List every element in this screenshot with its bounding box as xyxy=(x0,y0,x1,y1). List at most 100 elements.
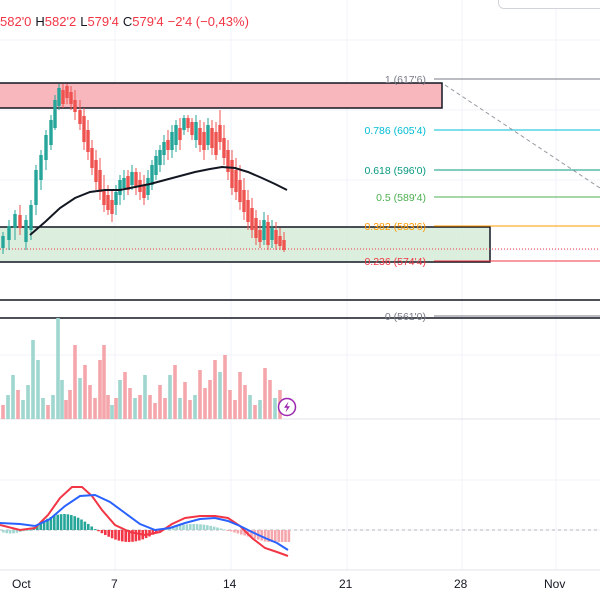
macd-bar xyxy=(226,530,229,531)
candle[interactable] xyxy=(194,115,197,148)
candle[interactable] xyxy=(49,115,52,150)
trend-line-dashed[interactable] xyxy=(445,85,600,188)
macd-bar xyxy=(87,524,90,530)
volume-bars[interactable] xyxy=(1,318,282,419)
volume-bar xyxy=(203,388,207,419)
macd-bar xyxy=(216,528,219,530)
volume-bar xyxy=(193,395,197,419)
volume-bar xyxy=(93,398,97,419)
lightning-icon[interactable] xyxy=(279,399,296,416)
volume-bar xyxy=(163,398,167,419)
candle[interactable] xyxy=(90,140,93,175)
candle[interactable] xyxy=(210,120,213,155)
candle[interactable] xyxy=(226,140,229,180)
macd-bar xyxy=(124,530,127,542)
candle[interactable] xyxy=(206,118,209,150)
candle[interactable] xyxy=(122,170,125,200)
volume-bar xyxy=(213,360,217,419)
candle[interactable] xyxy=(266,215,269,250)
macd-line[interactable] xyxy=(0,495,288,550)
candle[interactable] xyxy=(170,125,173,158)
macd-bar xyxy=(70,515,73,530)
ohlc-high: 582'2 xyxy=(45,14,76,29)
candle[interactable] xyxy=(190,118,193,140)
candle[interactable] xyxy=(182,115,185,135)
volume-bar xyxy=(243,385,247,419)
candle[interactable] xyxy=(154,150,157,180)
macd-bar xyxy=(189,524,192,530)
candle[interactable] xyxy=(102,175,105,212)
x-label-28: 28 xyxy=(454,577,468,591)
candle[interactable] xyxy=(214,122,217,160)
volume-bar xyxy=(68,390,72,419)
ohlc-change: −2'4 (−0,43%) xyxy=(168,14,249,29)
macd-bar xyxy=(203,525,206,530)
volume-bar xyxy=(6,395,10,419)
macd-bar xyxy=(138,530,141,540)
candle[interactable] xyxy=(222,125,225,165)
candle[interactable] xyxy=(44,130,47,170)
candle[interactable] xyxy=(202,122,205,160)
candle[interactable] xyxy=(218,110,221,150)
volume-bar xyxy=(41,398,45,419)
volume-bar xyxy=(26,385,30,419)
candle[interactable] xyxy=(86,120,89,160)
fibonacci-lines[interactable]: 1 (617'6) 0.786 (605'4) 0.618 (596'0) 0.5 (… xyxy=(364,74,600,323)
volume-bar xyxy=(188,400,192,419)
candle[interactable] xyxy=(82,108,85,150)
candle[interactable] xyxy=(234,158,237,200)
volume-bar xyxy=(153,403,157,419)
candle[interactable] xyxy=(178,118,181,150)
ohlc-close-key: C xyxy=(123,14,132,29)
macd-bar xyxy=(264,530,267,542)
macd-bar xyxy=(118,530,121,541)
candle[interactable] xyxy=(134,168,137,195)
volume-bar xyxy=(128,388,132,419)
volume-bar xyxy=(11,375,15,419)
ohlc-high-key: H xyxy=(35,14,44,29)
top-toolbar-tab[interactable] xyxy=(498,0,600,9)
macd-bar xyxy=(121,530,124,541)
macd-bar xyxy=(230,530,233,531)
x-axis[interactable]: Oct 7 14 21 28 Nov xyxy=(12,577,565,591)
macd-bar xyxy=(274,530,277,542)
candle[interactable] xyxy=(130,165,133,190)
candle[interactable] xyxy=(98,158,101,200)
volume-bar xyxy=(273,398,277,419)
candle[interactable] xyxy=(53,95,56,130)
candle[interactable] xyxy=(126,170,129,195)
candle[interactable] xyxy=(110,190,113,222)
volume-bar xyxy=(238,372,242,419)
ohlc-legend: 582'0 H582'2 L579'4 C579'4 −2'4 (−0,43%) xyxy=(0,14,253,29)
macd-bar xyxy=(209,526,212,530)
candle[interactable] xyxy=(246,190,249,230)
candle[interactable] xyxy=(238,165,241,210)
volume-bar xyxy=(106,395,110,419)
macd-bar xyxy=(284,530,287,542)
candle[interactable] xyxy=(162,135,165,165)
macd-bar xyxy=(9,530,12,533)
macd-bar xyxy=(206,525,209,530)
candle[interactable] xyxy=(150,160,153,190)
macd-bar xyxy=(73,516,76,530)
candle[interactable] xyxy=(34,165,37,215)
candle[interactable] xyxy=(242,178,245,220)
volume-bar xyxy=(31,340,35,419)
candle[interactable] xyxy=(94,150,97,190)
macd-bar xyxy=(5,530,8,533)
volume-bar xyxy=(114,398,118,419)
candle[interactable] xyxy=(198,120,201,152)
candle[interactable] xyxy=(166,130,169,160)
ohlc-open: 582'0 xyxy=(0,14,31,29)
candle[interactable] xyxy=(174,120,177,152)
candle[interactable] xyxy=(186,115,189,132)
candle[interactable] xyxy=(158,145,161,172)
fib-label-1: 1 (617'6) xyxy=(385,74,426,86)
x-label-21: 21 xyxy=(339,577,353,591)
x-label-oct: Oct xyxy=(12,577,31,591)
volume-bar xyxy=(208,380,212,419)
candle[interactable] xyxy=(39,150,42,190)
fib-label-0.618: 0.618 (596'0) xyxy=(364,165,426,177)
x-label-nov: Nov xyxy=(544,577,565,591)
